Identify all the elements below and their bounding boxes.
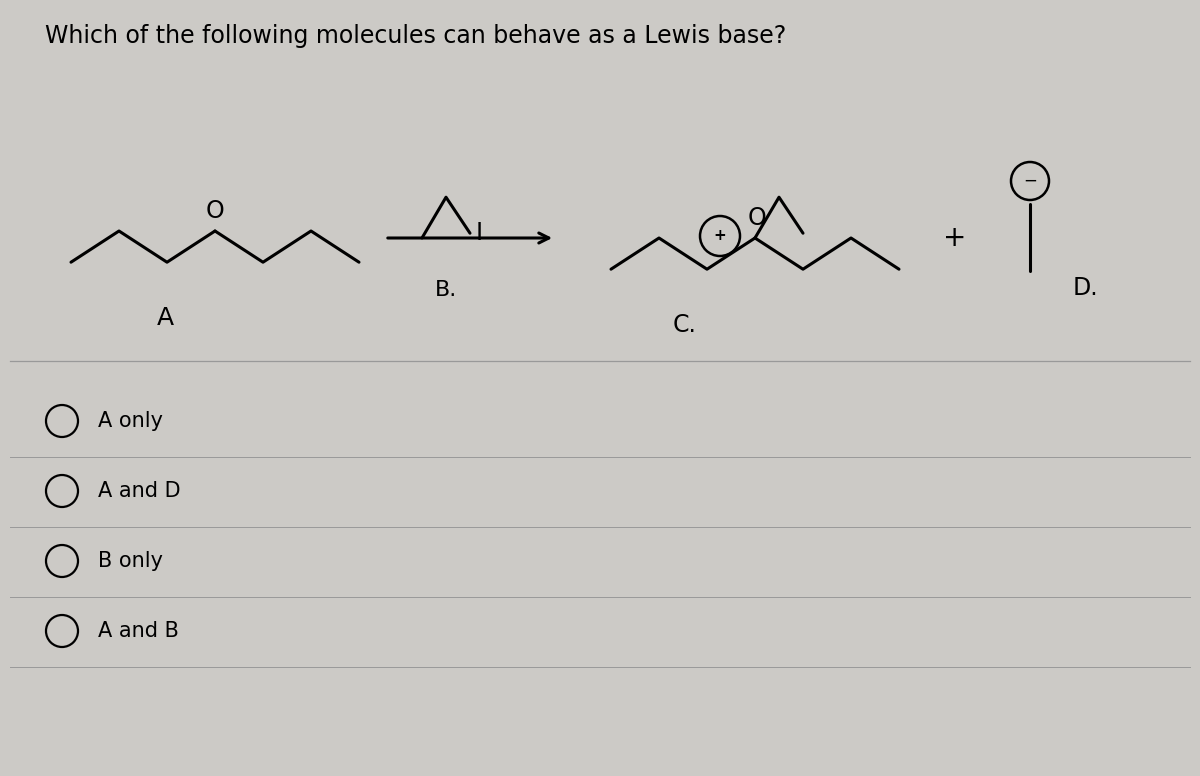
Text: C.: C. [673, 313, 697, 337]
Text: A only: A only [98, 411, 163, 431]
Text: B.: B. [434, 280, 457, 300]
Text: +: + [714, 228, 726, 244]
Text: −: − [1024, 172, 1037, 190]
Text: B only: B only [98, 551, 163, 571]
Text: A and B: A and B [98, 621, 179, 641]
Text: D.: D. [1072, 276, 1098, 300]
Text: O: O [205, 199, 224, 223]
Text: A and D: A and D [98, 481, 181, 501]
Text: A: A [156, 306, 174, 330]
Text: I: I [476, 221, 484, 245]
Text: Which of the following molecules can behave as a Lewis base?: Which of the following molecules can beh… [46, 24, 786, 48]
Text: +: + [943, 224, 967, 252]
Text: O: O [748, 206, 767, 230]
